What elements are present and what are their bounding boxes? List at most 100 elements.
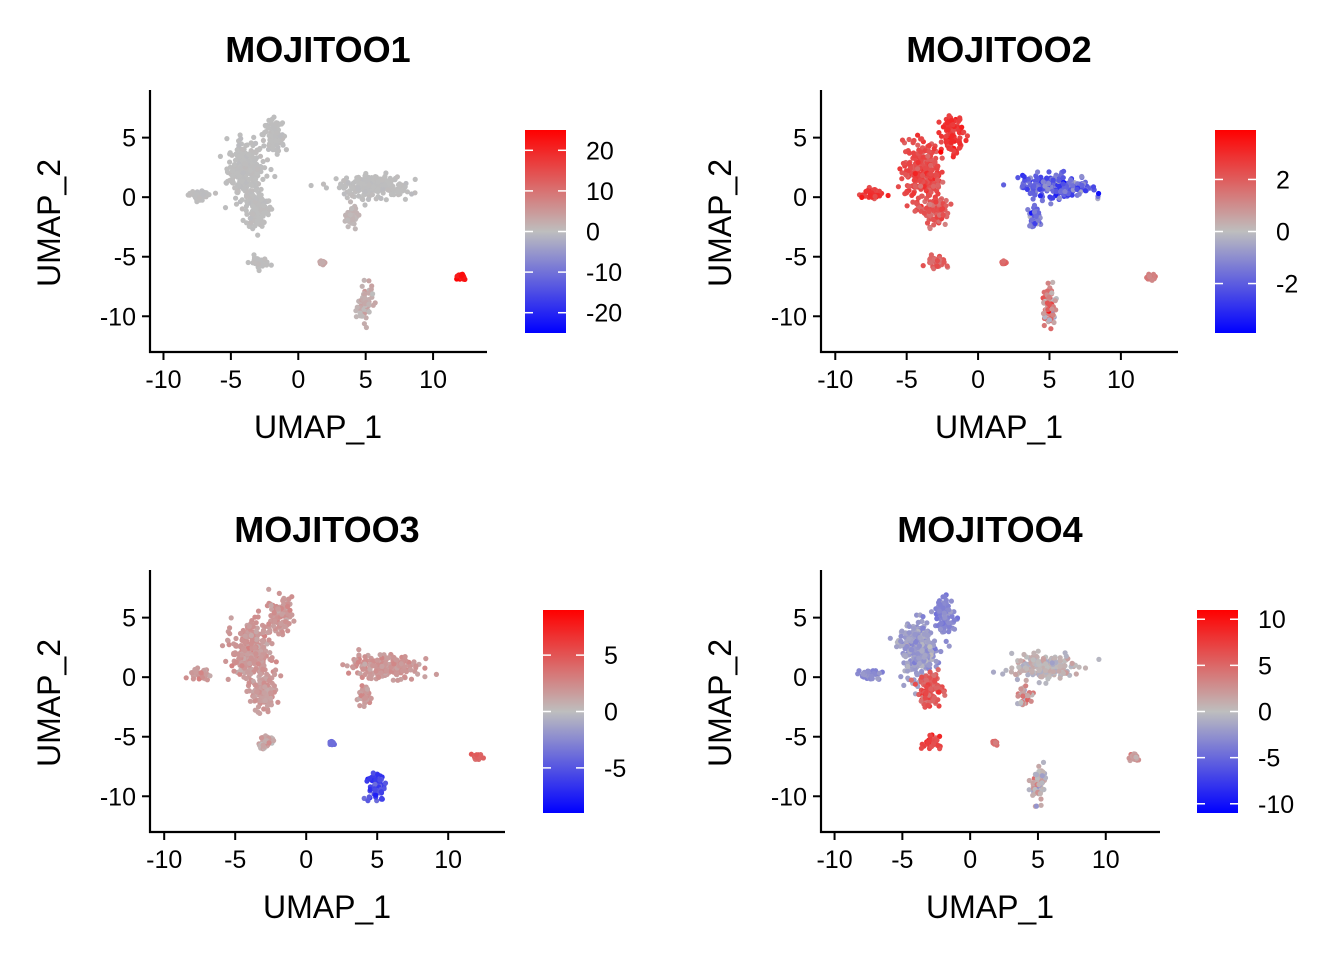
scatter-point <box>242 161 248 167</box>
scatter-point <box>454 273 460 279</box>
scatter-point <box>935 182 941 188</box>
scatter-point <box>271 114 277 120</box>
scatter-point <box>935 667 941 673</box>
scatter-point <box>242 639 248 646</box>
y-tick-label: -5 <box>785 244 807 272</box>
scatter-point <box>380 186 386 192</box>
scatter-point <box>934 258 941 264</box>
scatter-point <box>964 133 971 139</box>
scatter-point <box>931 146 937 152</box>
scatter-point <box>361 321 367 327</box>
scatter-point <box>248 655 254 661</box>
scatter-point <box>1049 306 1055 312</box>
scatter-point <box>936 130 942 136</box>
scatter-point <box>253 620 259 626</box>
scatter-point <box>1033 803 1040 809</box>
scatter-point <box>1037 186 1043 192</box>
scatter-point <box>361 703 367 710</box>
scatter-point <box>948 201 954 207</box>
scatter-point <box>915 142 921 148</box>
scatter-point <box>200 192 206 198</box>
scatter-point <box>275 699 281 705</box>
scatter-point <box>934 616 940 622</box>
scatter-point <box>1057 663 1063 669</box>
scatter-point <box>372 781 378 787</box>
scatter-point <box>246 680 252 686</box>
scatter-point <box>1090 184 1097 190</box>
scatter-point <box>1036 210 1042 216</box>
scatter-point <box>362 189 368 195</box>
scatter-point <box>253 665 259 672</box>
scatter-point <box>910 140 916 146</box>
scatter-point <box>375 179 381 185</box>
scatter-point <box>904 203 910 209</box>
scatter-point <box>875 675 881 682</box>
y-tick-label: 0 <box>122 664 136 692</box>
scatter-point <box>859 194 865 200</box>
scatter-point <box>272 618 278 624</box>
scatter-point <box>408 667 414 673</box>
scatter-point <box>918 183 924 189</box>
scatter-point <box>1028 668 1035 674</box>
scatter-point <box>957 116 963 123</box>
scatter-point <box>267 650 273 656</box>
scatter-point <box>887 635 893 641</box>
scatter-point <box>255 261 262 267</box>
scatter-point <box>266 740 272 746</box>
scatter-point <box>231 162 237 168</box>
scatter-point <box>917 634 923 641</box>
scatter-point <box>260 742 266 748</box>
scatter-point <box>260 639 266 645</box>
scatter-point <box>249 636 255 643</box>
scatter-point <box>408 676 415 682</box>
scatter-point <box>938 620 944 626</box>
scatter-point <box>235 651 241 657</box>
scatter-point <box>254 171 260 177</box>
x-tick-label: 10 <box>1107 366 1135 394</box>
scatter-point <box>234 147 240 153</box>
scatter-point <box>367 674 373 680</box>
scatter-point <box>254 155 260 161</box>
y-tick-label: -10 <box>771 303 807 331</box>
x-axis-label: UMAP_1 <box>263 889 391 925</box>
scatter-point <box>1046 317 1053 323</box>
y-tick-label: 5 <box>122 605 136 633</box>
scatter-point <box>230 173 236 179</box>
scatter-point <box>922 652 928 658</box>
scatter-point <box>283 147 289 153</box>
x-tick-label: 0 <box>291 366 305 394</box>
scatter-point <box>257 671 263 678</box>
x-tick-label: -10 <box>817 366 853 394</box>
scatter-point <box>222 205 229 211</box>
scatter-point <box>1062 662 1068 669</box>
scatter-point <box>366 278 372 284</box>
scatter-point <box>1038 802 1044 808</box>
scatter-point <box>946 607 952 613</box>
scatter-point <box>262 256 268 262</box>
scatter-point <box>912 183 918 189</box>
scatter-point <box>248 140 254 146</box>
scatter-point <box>1035 169 1041 175</box>
legend-tick-label: 0 <box>1258 699 1272 727</box>
scatter-point <box>366 309 372 315</box>
scatter-point <box>945 127 951 133</box>
scatter-point <box>241 674 247 680</box>
scatter-point <box>376 674 382 681</box>
scatter-point <box>1042 668 1049 674</box>
scatter-point <box>938 149 944 155</box>
scatter-point <box>1028 698 1034 704</box>
scatter-point <box>250 211 256 217</box>
scatter-point <box>936 689 942 695</box>
scatter-point <box>950 127 957 134</box>
scatter-point <box>1052 298 1058 304</box>
scatter-point <box>856 668 862 674</box>
scatter-point <box>946 629 952 635</box>
scatter-point <box>901 682 907 689</box>
scatter-point <box>1073 671 1079 677</box>
scatter-point <box>363 695 369 701</box>
scatter-point <box>1053 189 1059 195</box>
scatter-point <box>372 787 378 793</box>
scatter-point <box>876 670 883 676</box>
scatter-point <box>353 314 359 320</box>
